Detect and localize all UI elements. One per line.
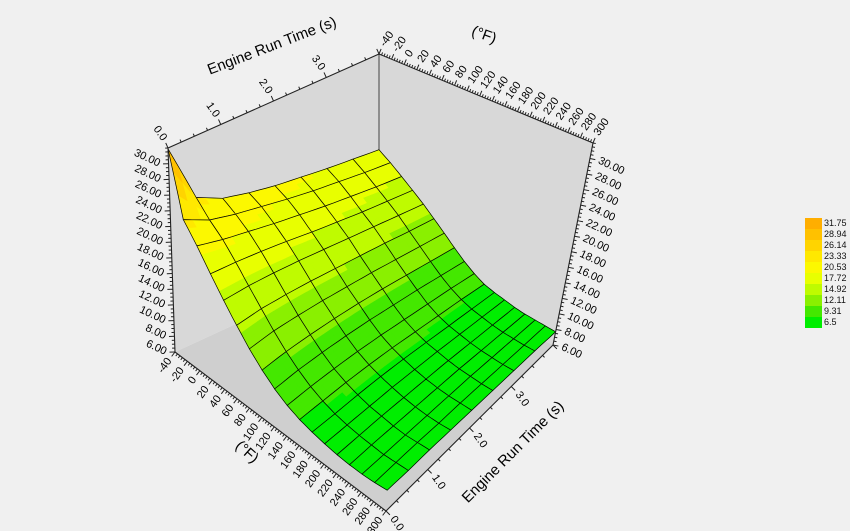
- svg-text:40: 40: [428, 53, 445, 70]
- svg-text:0.0: 0.0: [387, 514, 406, 531]
- legend-label: 14.92: [824, 284, 847, 294]
- svg-text:1.0: 1.0: [203, 100, 222, 119]
- legend-label: 12.11: [824, 295, 846, 305]
- legend-swatch: [805, 240, 822, 251]
- svg-text:20: 20: [195, 384, 212, 401]
- svg-text:80: 80: [453, 64, 470, 81]
- svg-text:0: 0: [403, 48, 416, 60]
- legend-row: 28.94: [805, 229, 847, 240]
- svg-text:80: 80: [232, 412, 249, 429]
- svg-text:0: 0: [186, 374, 199, 386]
- svg-text:3.0: 3.0: [513, 389, 532, 408]
- legend-swatch: [805, 284, 822, 295]
- legend-label: 6.5: [824, 317, 837, 327]
- legend-swatch: [805, 295, 822, 306]
- legend-label: 20.53: [824, 262, 847, 272]
- color-scale-legend: 31.75 28.94 26.14 23.33 20.53 17.72 14.92 12.11…: [805, 218, 847, 328]
- svg-text:8.00: 8.00: [144, 322, 168, 342]
- legend-label: 28.94: [824, 229, 847, 239]
- legend-row: 17.72: [805, 273, 847, 284]
- legend-row: 26.14: [805, 240, 847, 251]
- legend-swatch: [805, 251, 822, 262]
- legend-swatch: [805, 229, 822, 240]
- legend-row: 6.5: [805, 317, 847, 328]
- svg-text:60: 60: [440, 58, 457, 75]
- svg-text:40: 40: [207, 393, 224, 410]
- svg-text:2.0: 2.0: [471, 431, 490, 450]
- legend-row: 12.11: [805, 295, 847, 306]
- svg-text:-20: -20: [168, 365, 187, 385]
- legend-row: 31.75: [805, 218, 847, 229]
- svg-text:60: 60: [220, 402, 237, 419]
- legend-row: 23.33: [805, 251, 847, 262]
- legend-swatch: [805, 306, 822, 317]
- legend-swatch: [805, 273, 822, 284]
- legend-swatch: [805, 262, 822, 273]
- svg-text:3.0: 3.0: [309, 53, 328, 72]
- legend-swatch: [805, 317, 822, 328]
- svg-text:20: 20: [415, 48, 432, 65]
- svg-text:2.0: 2.0: [256, 77, 275, 96]
- svg-text:6.00: 6.00: [144, 338, 168, 358]
- legend-swatch: [805, 218, 822, 229]
- surface-mesh: [167, 148, 557, 491]
- legend-label: 26.14: [824, 240, 847, 250]
- legend-label: 9.31: [824, 306, 842, 316]
- legend-row: 14.92: [805, 284, 847, 295]
- legend-row: 20.53: [805, 262, 847, 273]
- legend-label: 31.75: [824, 218, 847, 228]
- legend-label: 17.72: [824, 273, 847, 283]
- svg-text:0.0: 0.0: [151, 124, 170, 143]
- legend-label: 23.33: [824, 251, 847, 261]
- svg-text:1.0: 1.0: [429, 472, 448, 491]
- legend-row: 9.31: [805, 306, 847, 317]
